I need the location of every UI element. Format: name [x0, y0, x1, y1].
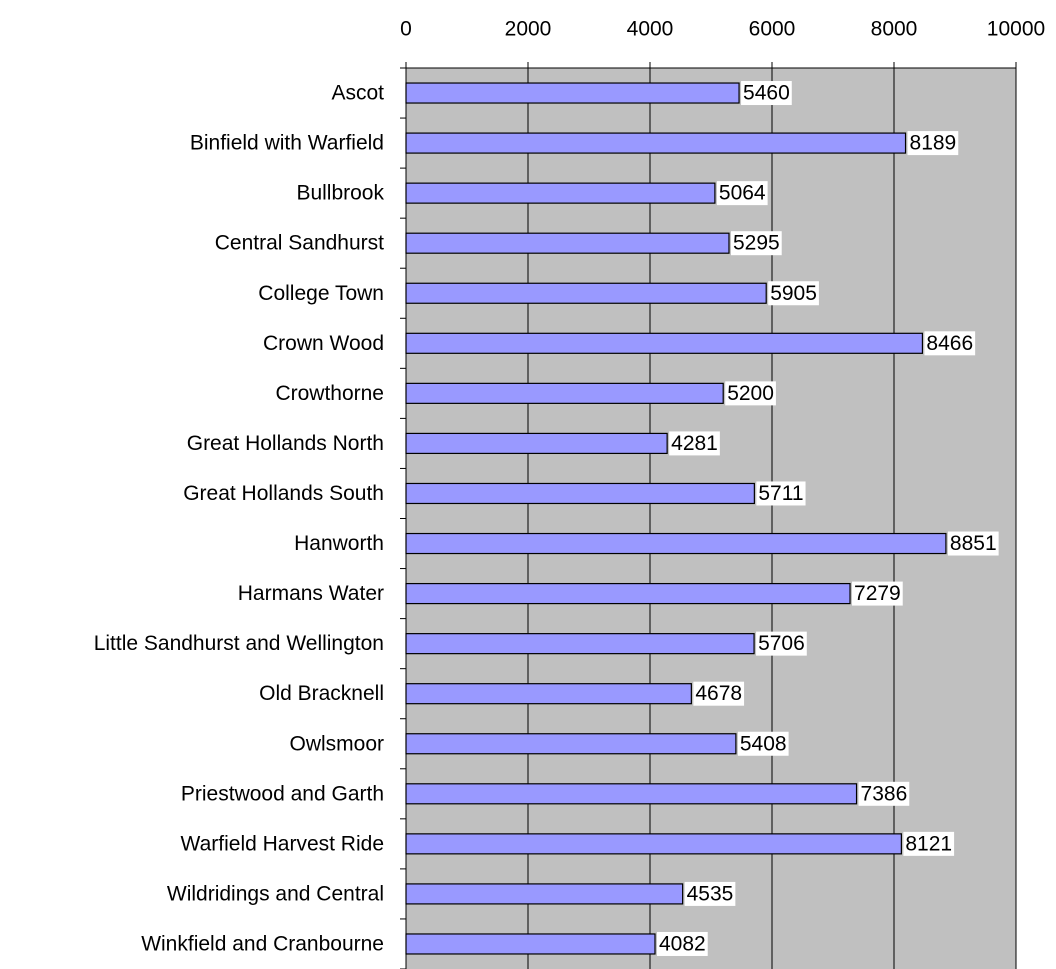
value-label-bg [730, 231, 782, 256]
y-tick-label: Binfield with Warfield [190, 132, 384, 155]
bar [405, 182, 716, 204]
x-tick-label: 0 [400, 18, 412, 41]
bar [405, 282, 767, 304]
y-tick-label: College Town [258, 282, 384, 305]
y-tick-label: Warfield Harvest Ride [181, 832, 384, 855]
y-tick-label: Hanworth [294, 532, 384, 555]
y-tick-label: Bullbrook [296, 182, 384, 205]
value-label: 4082 [659, 933, 706, 956]
value-label: 7386 [861, 782, 908, 805]
value-label-bg [768, 281, 819, 306]
value-label: 5905 [770, 282, 817, 305]
bar [405, 382, 724, 404]
value-label-bg [684, 881, 736, 906]
y-tick-label: Winkfield and Cranbourne [141, 933, 384, 956]
bar [405, 432, 668, 455]
value-label: 4281 [671, 432, 718, 455]
value-label: 8466 [926, 332, 973, 355]
y-tick-label: Great Hollands North [187, 432, 384, 455]
value-label-bg [756, 631, 807, 656]
value-label-bg [924, 331, 976, 356]
y-tick-label: Wildridings and Central [167, 882, 384, 905]
y-tick-label: Little Sandhurst and Wellington [94, 632, 384, 655]
bar [405, 883, 684, 905]
y-tick-label: Old Bracknell [259, 682, 384, 705]
bar [405, 933, 656, 955]
value-label: 4678 [695, 682, 742, 705]
value-label: 5295 [733, 232, 780, 255]
value-label: 8851 [950, 532, 997, 555]
value-label: 5460 [743, 82, 790, 105]
value-label-bg [741, 81, 792, 106]
bar [405, 482, 755, 505]
value-label-bg [756, 481, 806, 506]
value-label: 5064 [719, 182, 766, 205]
y-tick-label: Central Sandhurst [215, 232, 384, 255]
bar [405, 783, 858, 805]
value-label-bg [947, 531, 999, 556]
value-label-bg [693, 681, 745, 706]
y-tick-label: Harmans Water [238, 582, 384, 605]
value-label: 5408 [740, 732, 787, 755]
y-tick-label: Priestwood and Garth [181, 782, 384, 805]
value-label-bg [669, 431, 720, 456]
bar [405, 683, 692, 705]
x-tick-label: 2000 [505, 18, 552, 41]
value-label: 5706 [758, 632, 805, 655]
bar [405, 232, 730, 254]
bar [405, 332, 924, 354]
value-label: 5200 [727, 382, 774, 405]
y-tick-label: Owlsmoor [289, 732, 384, 755]
value-label: 4535 [687, 882, 734, 905]
bar [405, 582, 851, 605]
bar [405, 532, 947, 555]
bar [405, 833, 902, 855]
bar [405, 733, 737, 755]
y-tick-label: Great Hollands South [183, 482, 384, 505]
y-tick-label: Crowthorne [275, 382, 384, 405]
value-label-bg [657, 931, 708, 956]
value-label-bg [852, 581, 903, 606]
value-label: 7279 [854, 582, 901, 605]
bar [405, 82, 740, 104]
y-tick-label: Ascot [331, 82, 384, 105]
value-label-bg [858, 781, 910, 806]
bar [405, 132, 907, 154]
value-label-bg [716, 181, 768, 206]
y-tick-label: Crown Wood [263, 332, 384, 355]
x-tick-label: 6000 [749, 18, 796, 41]
value-label: 8189 [910, 132, 957, 155]
x-tick-label: 8000 [871, 18, 918, 41]
value-label: 8121 [905, 832, 952, 855]
bar [405, 633, 755, 655]
plot-background [406, 68, 1016, 969]
value-label-bg [907, 131, 959, 156]
x-tick-label: 4000 [627, 18, 674, 41]
x-tick-label: 10000 [987, 18, 1045, 41]
value-label: 5711 [758, 482, 803, 505]
value-label-bg [737, 731, 789, 756]
value-label-bg [725, 381, 776, 406]
value-label-bg [903, 831, 955, 856]
